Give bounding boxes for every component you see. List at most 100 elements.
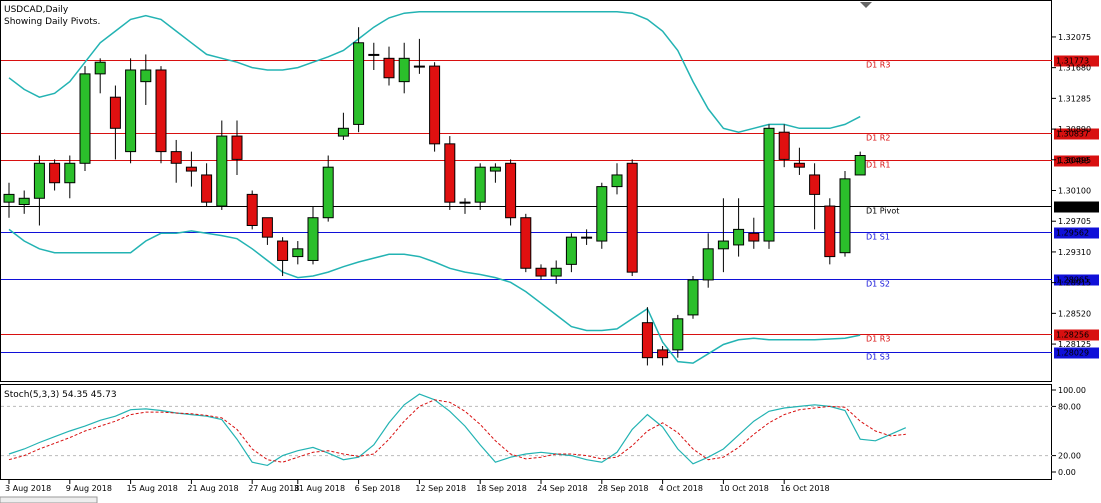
candle [626,159,638,277]
level-price-label-3: 1.29901 [1056,203,1089,212]
price-tick-label: 1.30495 [1058,156,1091,165]
chart-shift-arrow-icon[interactable] [860,2,872,8]
candle [337,112,349,140]
price-tick-label: 1.28520 [1058,309,1091,318]
candle [687,276,699,319]
price-tick-label: 1.31680 [1058,64,1091,73]
candle [3,182,15,218]
candle [170,139,182,183]
level-price-badge-3 [1054,201,1099,213]
candle [717,198,729,273]
candle [368,42,380,70]
horizontal-scrollbar[interactable] [0,496,98,503]
candle [444,136,456,210]
candle [94,58,106,94]
price-tick-label: 1.30890 [1058,125,1091,134]
date-tick-label: 3 Aug 2018 [5,484,51,493]
candle-body [672,318,684,351]
stoch-tick-label: 80.00 [1058,402,1081,411]
pivot-subtitle: Showing Daily Pivots. [4,17,100,27]
candle-body [429,65,441,145]
candle [581,229,593,245]
level-price-badge-7 [1054,347,1099,359]
candle-body [170,151,182,164]
candle-body [717,240,729,250]
stoch-main-line [8,393,907,467]
level-name-6: D1 R3 [866,335,890,344]
level-price-badge-4 [1054,227,1099,239]
date-tick-label: 18 Sep 2018 [476,484,527,493]
candle [505,159,517,226]
date-tick-label: 28 Sep 2018 [598,484,649,493]
bollinger-bands [8,10,861,364]
pivot-levels: D1 R3 1.31773 D1 R2 1.30837 D1 R1 1.30498 D1 P… [1,55,1099,362]
level-price-label-6: 1.28256 [1056,331,1089,340]
candle [413,38,425,74]
price-tick-label: 1.31285 [1058,94,1091,103]
level-name-7: D1 S3 [866,353,890,362]
price-tick-label: 1.30100 [1058,187,1091,196]
candle [277,237,289,277]
date-tick-label: 15 Aug 2018 [127,484,178,493]
level-name-0: D1 R3 [866,61,890,70]
candle-body [49,162,61,184]
candle [839,171,851,257]
candle [672,314,684,358]
candle [793,147,805,175]
stochastic-axis: 100.00 80.00 20.00 0.00 [1052,386,1086,477]
candle [33,155,45,226]
candle-body [763,127,775,242]
candle [489,163,501,183]
candle-body [413,65,425,68]
level-name-2: D1 R1 [866,161,890,170]
date-tick-label: 16 Oct 2018 [780,484,829,493]
candle [565,233,577,273]
stochastic-title: Stoch(5,3,3) 54.35 45.73 [4,390,117,400]
candle-body [611,174,623,188]
candle-body [824,205,836,258]
price-tick-label: 1.29705 [1058,217,1091,226]
candle-body [33,162,45,199]
level-name-5: D1 S2 [866,280,890,289]
candle-body [839,178,851,254]
level-price-badge-1 [1054,128,1099,140]
candle-body [109,96,121,129]
candle-body [550,267,562,277]
candle [109,85,121,160]
level-price-badge-5 [1054,274,1099,286]
candle-body [261,217,273,238]
stochastic-lines [1,393,1052,467]
candle-body [3,193,15,203]
candle [155,66,167,164]
candle-body [748,232,760,242]
candle [64,155,76,199]
level-price-badge-2 [1054,155,1099,167]
candle [550,260,562,284]
candle-body [383,57,395,79]
candle-body [444,143,456,203]
candle-body [854,155,866,176]
candle [383,46,395,86]
level-price-label-2: 1.30498 [1056,157,1089,166]
candle-body [185,166,197,172]
bollinger-lower-band [8,228,861,364]
stoch-tick-label: 20.00 [1058,452,1081,461]
level-price-badge-0 [1054,55,1099,67]
candle [140,54,152,105]
candle [307,206,319,265]
candle-body [201,174,213,203]
candle [353,27,365,133]
candlesticks [3,27,866,366]
candle [322,155,334,222]
candle-body [277,240,289,261]
date-tick-label: 21 Aug 2018 [187,484,238,493]
date-tick-label: 31 Aug 2018 [294,484,345,493]
candle [246,190,258,230]
level-name-4: D1 S1 [866,233,890,242]
candle [809,163,821,230]
level-price-label-5: 1.28965 [1056,276,1089,285]
level-price-label-1: 1.30837 [1056,130,1089,139]
candle-body [322,166,334,219]
level-name-3: D1 Pivot [866,207,899,216]
candle-body [64,162,76,184]
